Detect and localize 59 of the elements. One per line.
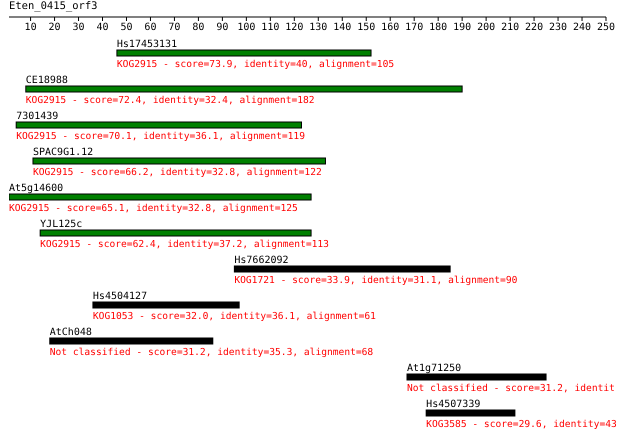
x-tick-label: 130 [309, 22, 328, 34]
x-tick-label: 160 [381, 22, 400, 34]
bar [9, 194, 312, 200]
y-tick-label: CE18988 [26, 75, 68, 86]
bar [234, 266, 451, 272]
annotation: KOG2915 - score=66.2, identity=32.8, alignment=122 [32, 167, 322, 178]
x-tick-label: 200 [477, 22, 496, 34]
x-tick-label: 70 [168, 22, 180, 34]
x-tick-label: 180 [429, 22, 448, 34]
y-tick-label: SPAC9G1.12 [32, 147, 94, 158]
bar [32, 158, 326, 164]
bar [406, 374, 547, 380]
annotation: KOG1053 - score=32.0, identity=36.1, alignment=61 [92, 311, 376, 322]
x-tick-label: 80 [192, 22, 204, 34]
x-tick-label: 210 [501, 22, 520, 34]
x-tick-label: 100 [237, 22, 256, 34]
bar [116, 50, 372, 56]
y-tick-label: Hs4504127 [92, 291, 148, 302]
annotation: KOG2915 - score=72.4, identity=32.4, alignment=182 [26, 95, 315, 106]
x-tick-label: 90 [216, 22, 228, 34]
y-tick-label: Hs4507339 [426, 399, 480, 410]
x-tick-label: 110 [261, 22, 280, 34]
annotation: Not classified - score=31.2, identity=35.3, alignment=68 [50, 347, 374, 358]
annotation: KOG2915 - score=73.9, identity=40, alignment=105 [116, 59, 394, 70]
bar [92, 302, 240, 308]
y-tick-label: Hs17453131 [116, 39, 178, 50]
bar [426, 410, 516, 416]
bar [25, 86, 463, 92]
x-tick-label: 150 [357, 22, 376, 34]
annotation: KOG1721 - score=33.9, identity=31.1, alignment=90 [234, 275, 518, 286]
x-tick-label: 220 [525, 22, 544, 34]
annotation: KOG2915 - score=62.4, identity=37.2, alignment=113 [40, 239, 330, 250]
y-tick-label: 7301439 [16, 111, 58, 122]
annotation: Not classified - score=31.2, identit [407, 383, 615, 394]
x-tick-label: 230 [549, 22, 568, 34]
y-tick-label: At5g14600 [9, 183, 64, 194]
annotation: KOG3585 - score=29.6, identity=43 [426, 419, 618, 430]
x-tick-label: 250 [596, 22, 616, 34]
y-tick-label: Hs7662092 [234, 255, 289, 266]
x-tick-label: 40 [96, 22, 109, 34]
bar [16, 122, 302, 128]
y-tick-label: At1g71250 [407, 363, 462, 374]
x-tick-label: 240 [572, 22, 592, 34]
x-tick-label: 190 [453, 22, 472, 34]
x-tick-label: 20 [48, 22, 61, 34]
x-tick-label: 120 [285, 22, 304, 34]
y-tick-label: AtCh048 [50, 327, 92, 338]
bar [40, 230, 312, 236]
x-tick-label: 10 [24, 22, 37, 34]
annotation: KOG2915 - score=70.1, identity=36.1, alignment=119 [16, 131, 306, 142]
x-tick-label: 60 [144, 22, 156, 34]
x-tick-label: 170 [405, 22, 424, 34]
annotation: KOG2915 - score=65.1, identity=32.8, alignment=125 [9, 203, 298, 214]
x-tick-label: 50 [120, 22, 133, 34]
bar [49, 338, 214, 344]
chart-title: Eten_0415_orf3 [9, 0, 98, 12]
x-tick-label: 30 [72, 22, 85, 34]
y-tick-label: YJL125c [40, 219, 82, 230]
x-tick-label: 140 [333, 22, 352, 34]
